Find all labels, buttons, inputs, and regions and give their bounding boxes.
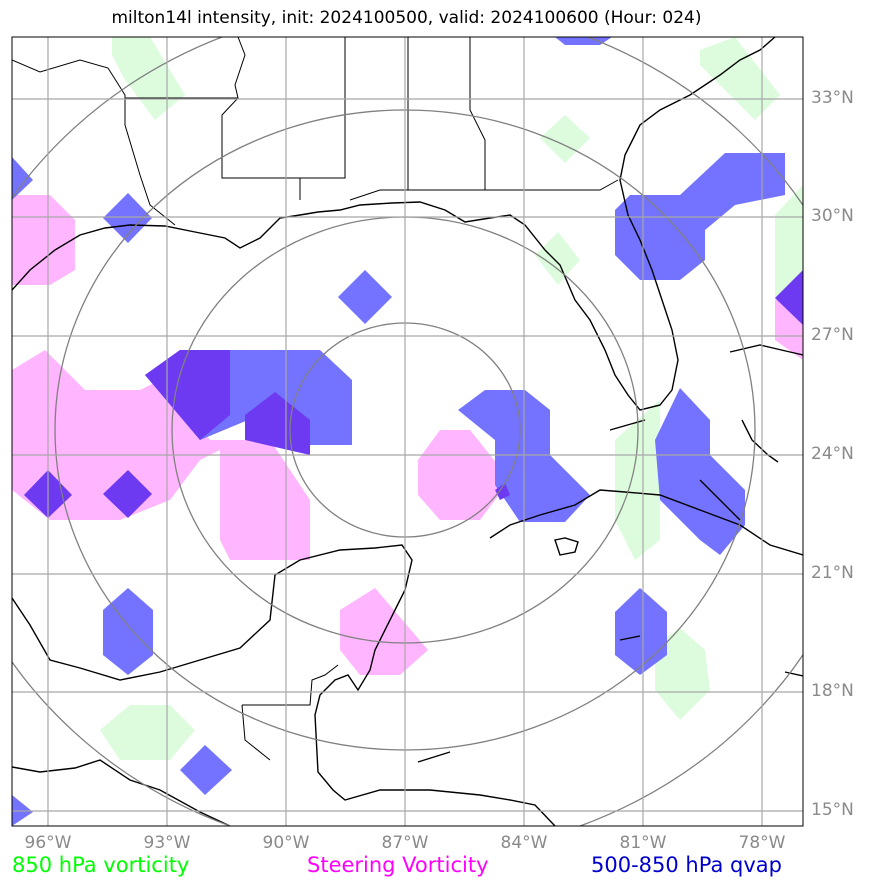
vort850-field	[100, 37, 803, 760]
map-frame	[11, 36, 804, 827]
lat-tick-33n: 33°N	[811, 88, 854, 108]
lat-tick-15n: 15°N	[811, 800, 854, 820]
lon-tick-81w: 81°W	[619, 833, 667, 853]
coastlines	[12, 37, 803, 826]
graticule	[12, 37, 803, 826]
lon-tick-93w: 93°W	[143, 833, 191, 853]
legend-850-vorticity: 850 hPa vorticity	[12, 853, 190, 877]
lon-tick-96w: 96°W	[24, 833, 72, 853]
lat-tick-30n: 30°N	[811, 206, 854, 226]
lat-tick-18n: 18°N	[811, 681, 854, 701]
lon-tick-87w: 87°W	[381, 833, 429, 853]
lon-tick-90w: 90°W	[262, 833, 310, 853]
lat-tick-21n: 21°N	[811, 563, 854, 583]
lon-tick-78w: 78°W	[738, 833, 786, 853]
lat-tick-27n: 27°N	[811, 325, 854, 345]
legend-qvap: 500-850 hPa qvap	[591, 853, 782, 877]
borders	[12, 37, 619, 761]
map-title: milton14l intensity, init: 2024100500, v…	[111, 8, 702, 28]
legend-steering-vorticity: Steering Vorticity	[307, 853, 489, 877]
lat-tick-24n: 24°N	[811, 444, 854, 464]
lon-tick-84w: 84°W	[500, 833, 548, 853]
